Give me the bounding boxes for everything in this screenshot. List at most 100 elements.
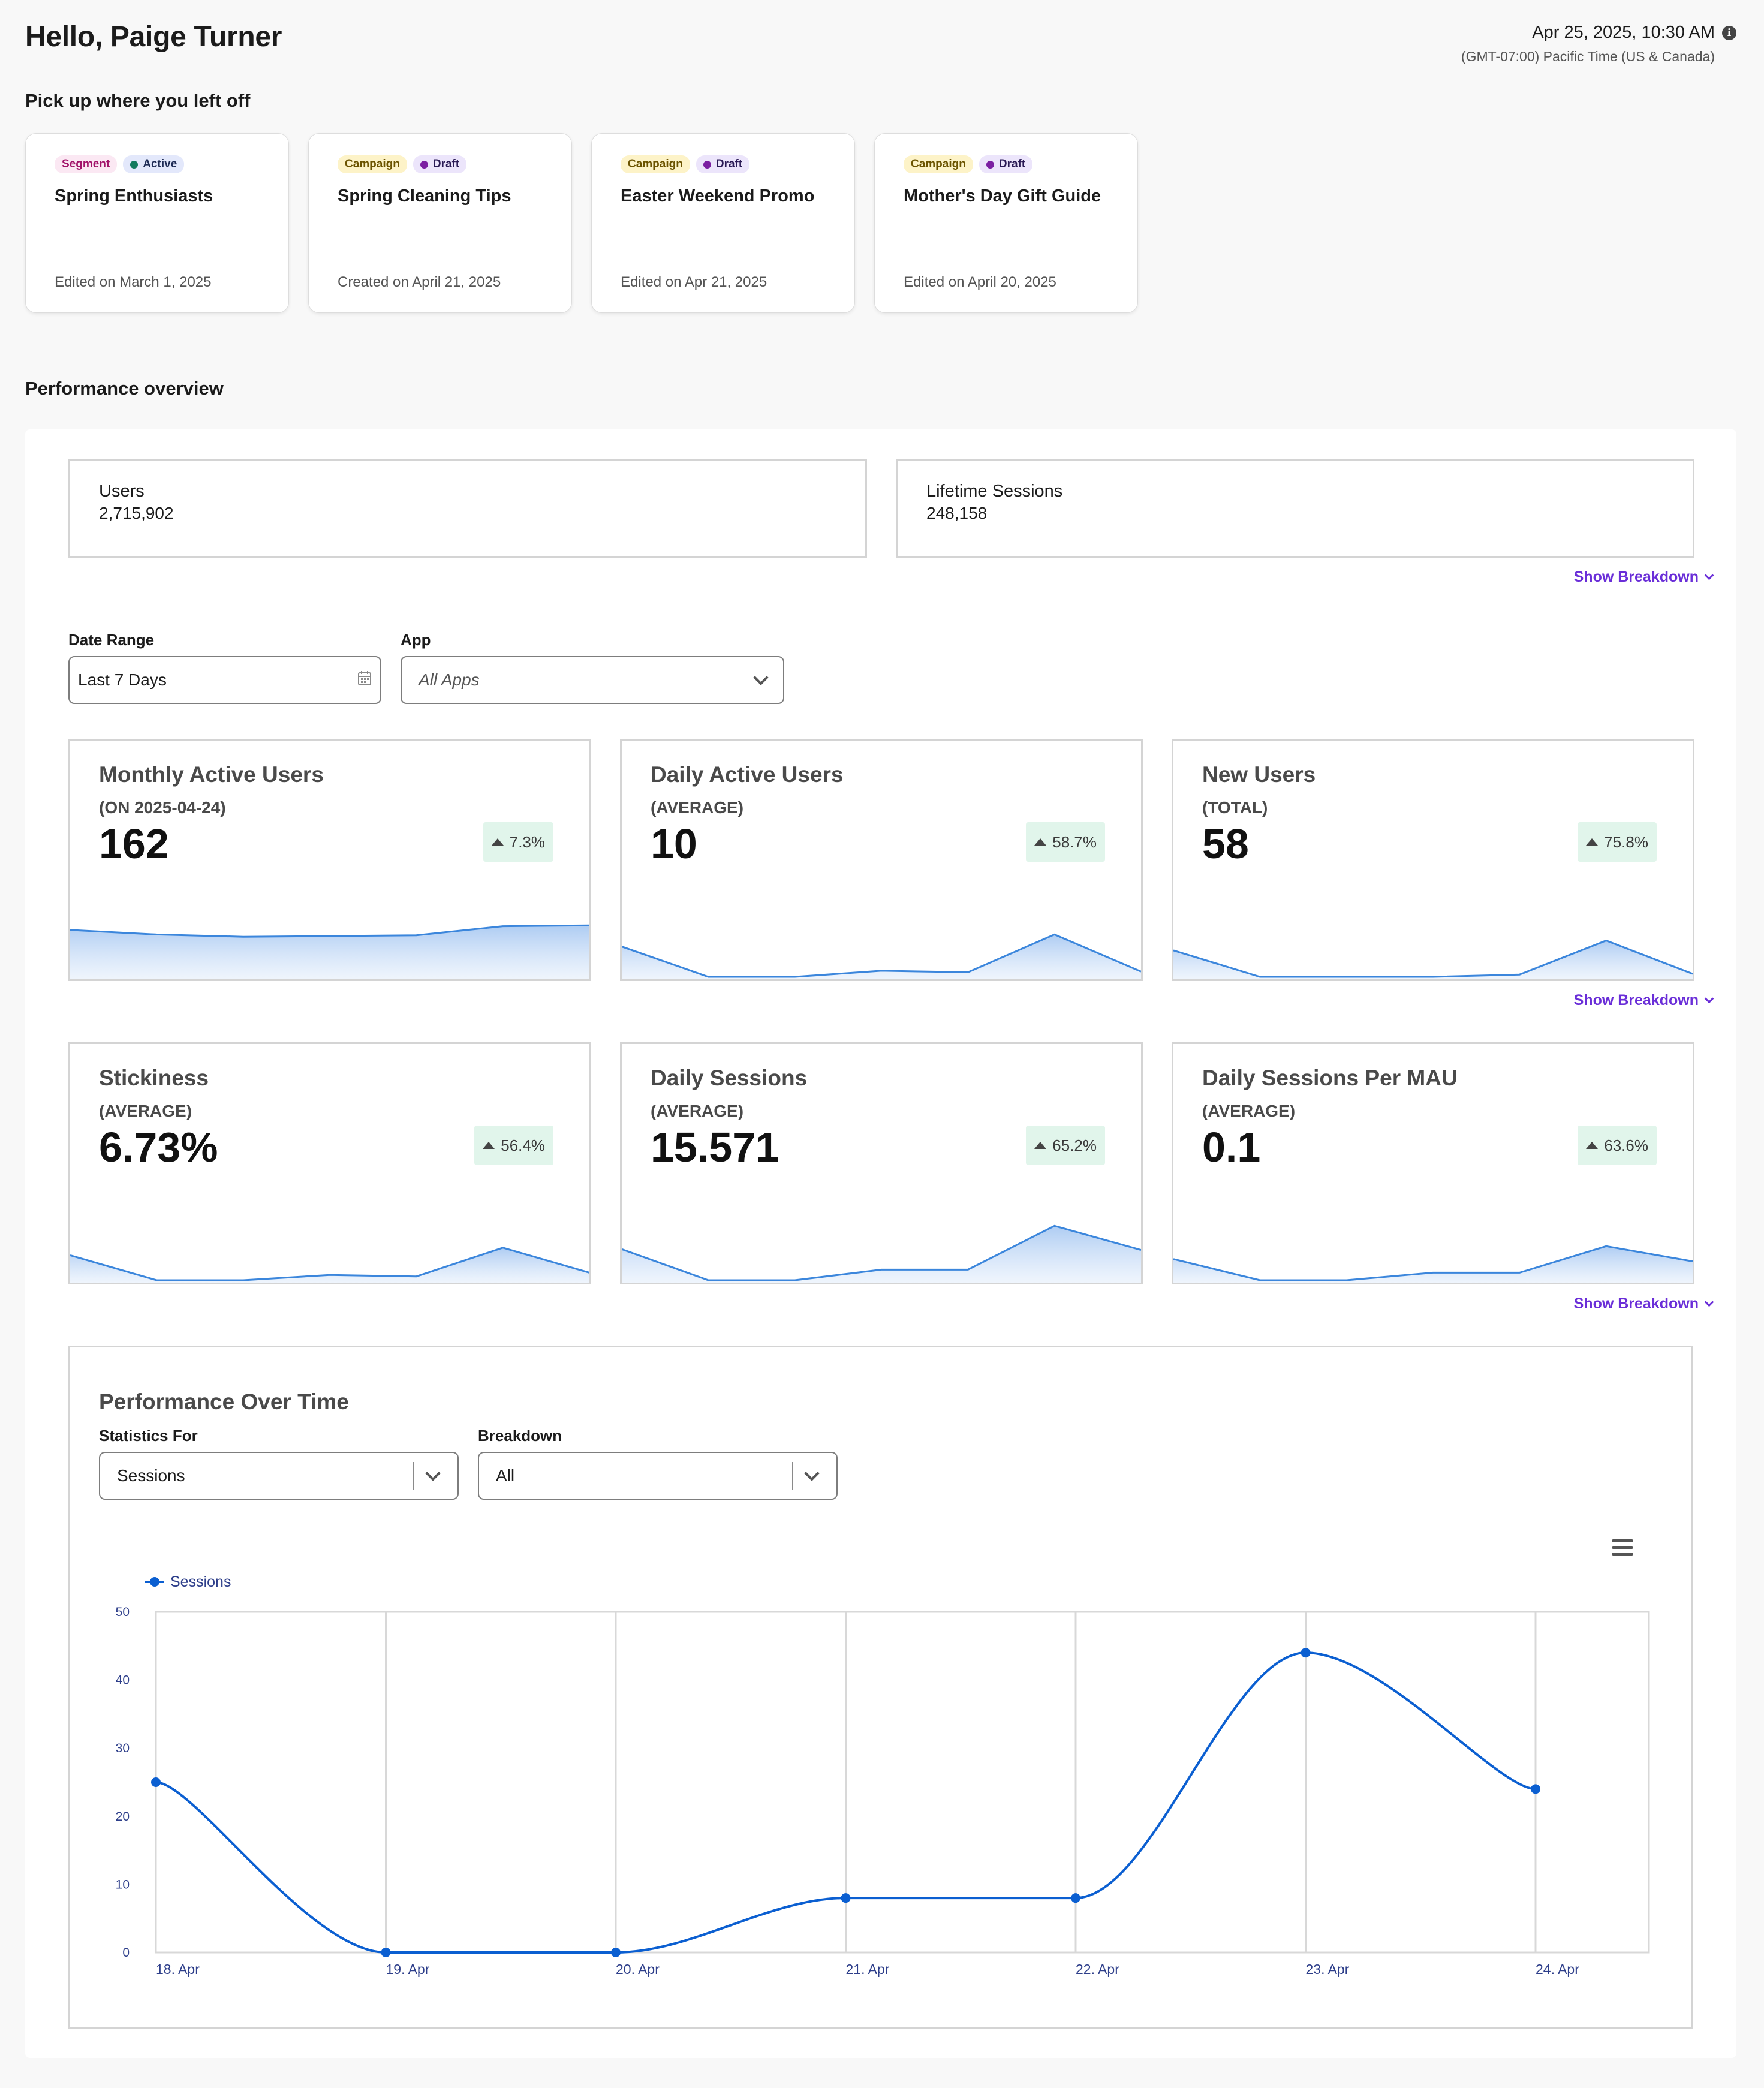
card-date: Edited on Apr 21, 2025 [621, 274, 767, 290]
y-tick-label: 40 [116, 1674, 130, 1687]
users-stat: Users 2,715,902 [68, 459, 867, 558]
breakdown-value: All [496, 1466, 515, 1485]
kpi-card-daily-sessions-per-mau[interactable]: Daily Sessions Per MAU (AVERAGE) 0.1 63.… [1172, 1042, 1694, 1284]
legend-marker [150, 1577, 159, 1587]
sparkline-area [70, 1247, 589, 1283]
kpi-card-daily-sessions[interactable]: Daily Sessions (AVERAGE) 15.571 65.2% [620, 1042, 1143, 1284]
change-badge: 65.2% [1026, 1126, 1105, 1165]
legend-label: Sessions [170, 1573, 231, 1590]
statistics-for-select[interactable]: Sessions [99, 1452, 459, 1500]
kpi-value: 0.1 [1202, 1124, 1261, 1171]
stat-label: Users [99, 482, 145, 501]
card-date: Created on April 21, 2025 [338, 274, 501, 290]
kpi-card-monthly-active-users[interactable]: Monthly Active Users (ON 2025-04-24) 162… [68, 739, 591, 981]
change-badge: 7.3% [483, 822, 553, 862]
lifetime-sessions-stat: Lifetime Sessions 248,158 [896, 459, 1694, 558]
hamburger-icon[interactable] [1612, 1539, 1633, 1556]
kpi-value: 6.73% [99, 1124, 218, 1171]
sparkline-line [1173, 939, 1693, 978]
chevron-down-icon [1704, 570, 1714, 580]
stat-label: Lifetime Sessions [926, 482, 1063, 501]
x-tick-label: 19. Apr [386, 1961, 430, 1977]
data-point [1531, 1784, 1540, 1794]
sparkline-line [1173, 1245, 1693, 1281]
data-point [1301, 1648, 1311, 1658]
select-divider [413, 1462, 414, 1490]
data-point [1071, 1893, 1080, 1903]
kpi-subtitle: (ON 2025-04-24) [99, 798, 226, 817]
x-tick-label: 21. Apr [846, 1961, 890, 1977]
type-badge: Campaign [338, 155, 407, 173]
card-date: Edited on April 20, 2025 [904, 274, 1056, 290]
show-breakdown-link[interactable]: Show Breakdown [1574, 992, 1714, 1009]
chevron-down-icon [1704, 994, 1714, 1004]
x-tick-label: 20. Apr [616, 1961, 660, 1977]
kpi-subtitle: (AVERAGE) [651, 1102, 744, 1120]
x-tick-label: 18. Apr [156, 1961, 200, 1977]
y-tick-label: 30 [116, 1741, 130, 1755]
kpi-value: 58 [1202, 820, 1249, 867]
x-tick-label: 24. Apr [1536, 1961, 1579, 1977]
performance-heading: Performance overview [25, 378, 224, 399]
data-point [611, 1948, 621, 1957]
greeting: Hello, Paige Turner [25, 21, 282, 53]
sparkline-line [70, 924, 589, 938]
app-select[interactable]: All Apps [401, 656, 784, 704]
recent-card[interactable]: Campaign Draft Easter Weekend Promo Edit… [591, 133, 855, 313]
sessions-line-chart: 0 10 20 30 40 50 18. Apr 19. Apr 20. Apr 21. Apr 2… [116, 1573, 1650, 1977]
type-badge: Campaign [904, 155, 973, 173]
card-title: Spring Enthusiasts [55, 186, 213, 206]
sparkline [1173, 1245, 1693, 1283]
recent-card[interactable]: Campaign Draft Spring Cleaning Tips Crea… [308, 133, 572, 313]
app-select-value: All Apps [419, 670, 480, 689]
status-badge: Draft [979, 155, 1033, 173]
calendar-icon[interactable] [357, 670, 372, 690]
kpi-value: 162 [99, 820, 169, 867]
datetime-block: Apr 25, 2025, 10:30 AM i (GMT-07:00) Pac… [1461, 23, 1736, 65]
kpi-card-new-users[interactable]: New Users (TOTAL) 58 75.8% [1172, 739, 1694, 981]
current-datetime: Apr 25, 2025, 10:30 AM [1532, 23, 1715, 42]
show-breakdown-link[interactable]: Show Breakdown [1574, 1295, 1714, 1313]
sparkline [70, 1247, 589, 1283]
info-icon[interactable]: i [1722, 25, 1736, 40]
recent-heading: Pick up where you left off [25, 90, 251, 111]
recent-card[interactable]: Segment Active Spring Enthusiasts Edited… [25, 133, 289, 313]
show-breakdown-link[interactable]: Show Breakdown [1574, 568, 1714, 586]
x-tick-label: 22. Apr [1076, 1961, 1119, 1977]
plot-area [155, 1611, 1650, 1954]
card-title: Mother's Day Gift Guide [904, 186, 1101, 206]
status-badge: Draft [696, 155, 750, 173]
arrow-up-icon [1586, 1142, 1599, 1149]
status-dot-icon [130, 160, 139, 169]
date-range-input[interactable]: Last 7 Days [68, 656, 381, 704]
breakdown-label: Breakdown [478, 1427, 562, 1445]
change-badge: 63.6% [1578, 1126, 1657, 1165]
change-badge: 56.4% [474, 1126, 553, 1165]
card-date: Edited on March 1, 2025 [55, 274, 212, 290]
kpi-card-daily-active-users[interactable]: Daily Active Users (AVERAGE) 10 58.7% [620, 739, 1143, 981]
x-tick-label: 23. Apr [1306, 1961, 1350, 1977]
sparkline [1173, 939, 1693, 979]
kpi-value: 10 [651, 820, 697, 867]
sparkline [622, 1224, 1141, 1283]
stat-value: 248,158 [926, 504, 988, 522]
breakdown-select[interactable]: All [478, 1452, 838, 1500]
kpi-card-stickiness[interactable]: Stickiness (AVERAGE) 6.73% 56.4% [68, 1042, 591, 1284]
y-tick-label: 20 [116, 1810, 130, 1824]
kpi-title: Stickiness [99, 1066, 209, 1090]
sparkline [622, 933, 1141, 979]
change-badge: 75.8% [1578, 822, 1657, 862]
chevron-down-icon [753, 670, 769, 685]
performance-over-time-card: Performance Over Time Statistics For Ses… [68, 1346, 1693, 2029]
kpi-subtitle: (AVERAGE) [1202, 1102, 1296, 1120]
kpi-title: Daily Active Users [651, 762, 844, 787]
pot-title: Performance Over Time [99, 1389, 349, 1414]
kpi-value: 15.571 [651, 1124, 779, 1171]
sparkline-area [70, 925, 589, 979]
app-label: App [401, 631, 431, 649]
status-dot-icon [703, 160, 711, 169]
sparkline-area [1173, 940, 1693, 979]
recent-card[interactable]: Campaign Draft Mother's Day Gift Guide E… [874, 133, 1138, 313]
status-badge: Active [123, 155, 185, 173]
card-title: Spring Cleaning Tips [338, 186, 511, 206]
